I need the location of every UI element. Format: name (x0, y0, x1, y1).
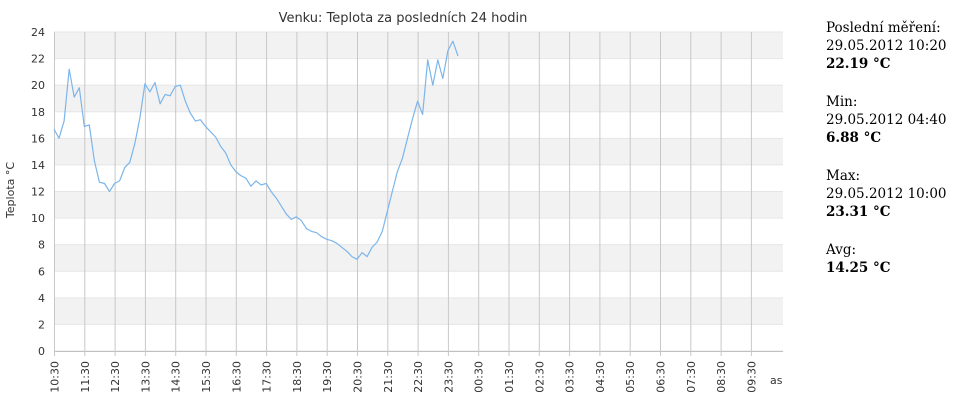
temperature-line (53, 40, 459, 260)
last-measurement: Poslední měření: 29.05.2012 10:20 22.19 … (826, 19, 956, 73)
x-tick-label: 11:30 (79, 361, 92, 393)
x-tick-label: 15:30 (200, 361, 213, 393)
x-axis-label: as (770, 374, 783, 387)
x-tick-label: 13:30 (139, 361, 152, 393)
x-tick-label: 19:30 (321, 361, 334, 393)
x-tick-label: 06:30 (655, 361, 668, 393)
y-tick-label: 16 (31, 132, 45, 145)
y-tick-label: 24 (31, 26, 45, 39)
x-tick-labels: 10:30 11:30 12:30 13:30 14:30 15:30 16:30 17:30… (49, 361, 759, 393)
max-value: 23.31 °C (826, 204, 891, 220)
y-tick-label: 6 (38, 265, 45, 278)
y-tick-label: 4 (38, 292, 45, 305)
x-tick-label: 07:30 (685, 361, 698, 393)
x-tick-label: 22:30 (412, 361, 425, 393)
y-tick-label: 20 (31, 79, 45, 92)
min-label: Min: (826, 94, 858, 110)
x-tick-label: 12:30 (109, 361, 122, 393)
x-tick-label: 05:30 (624, 361, 637, 393)
x-tick-label: 09:30 (745, 361, 758, 393)
last-measurement-label: Poslední měření: (826, 20, 941, 36)
x-tick-label: 21:30 (382, 361, 395, 393)
vertical-gridlines (54, 32, 752, 356)
chart-title: Venku: Teplota za posledních 24 hodin (279, 11, 528, 26)
x-tick-label: 00:30 (473, 361, 486, 393)
x-tick-label: 16:30 (230, 361, 243, 393)
y-tick-label: 22 (31, 53, 45, 66)
min-measurement: Min: 29.05.2012 04:40 6.88 °C (826, 93, 956, 147)
y-axis-label: Teplota °C (4, 162, 17, 219)
x-tick-label: 08:30 (715, 361, 728, 393)
x-tick-label: 04:30 (594, 361, 607, 393)
y-tick-label: 14 (31, 159, 45, 172)
series-group (53, 40, 459, 260)
x-tick-label: 20:30 (352, 361, 365, 393)
avg-measurement: Avg: 14.25 °C (826, 241, 956, 277)
x-tick-label: 03:30 (564, 361, 577, 393)
temperature-chart: 0 2 4 6 8 10 12 14 16 18 20 22 24 10:30 11:30 12:30 13:… (4, 11, 783, 393)
max-date: 29.05.2012 10:00 (826, 186, 947, 202)
max-label: Max: (826, 168, 861, 184)
x-tick-label: 14:30 (170, 361, 183, 393)
min-date: 29.05.2012 04:40 (826, 112, 947, 128)
last-measurement-date: 29.05.2012 10:20 (826, 38, 947, 54)
x-tick-label: 02:30 (533, 361, 546, 393)
x-tick-label: 18:30 (291, 361, 304, 393)
x-tick-label: 23:30 (442, 361, 455, 393)
y-tick-label: 2 (38, 318, 45, 331)
min-value: 6.88 °C (826, 130, 882, 146)
avg-label: Avg: (826, 242, 857, 258)
x-tick-label: 10:30 (49, 361, 62, 393)
last-measurement-value: 22.19 °C (826, 56, 891, 72)
stats-panel: Poslední měření: 29.05.2012 10:20 22.19 … (826, 19, 956, 297)
y-tick-label: 18 (31, 106, 45, 119)
y-tick-label: 12 (31, 186, 45, 199)
x-tick-label: 01:30 (503, 361, 516, 393)
y-tick-label: 10 (31, 212, 45, 225)
x-tick-label: 17:30 (261, 361, 274, 393)
y-tick-label: 0 (38, 345, 45, 358)
y-tick-label: 8 (38, 239, 45, 252)
max-measurement: Max: 29.05.2012 10:00 23.31 °C (826, 167, 956, 221)
avg-value: 14.25 °C (826, 260, 891, 276)
